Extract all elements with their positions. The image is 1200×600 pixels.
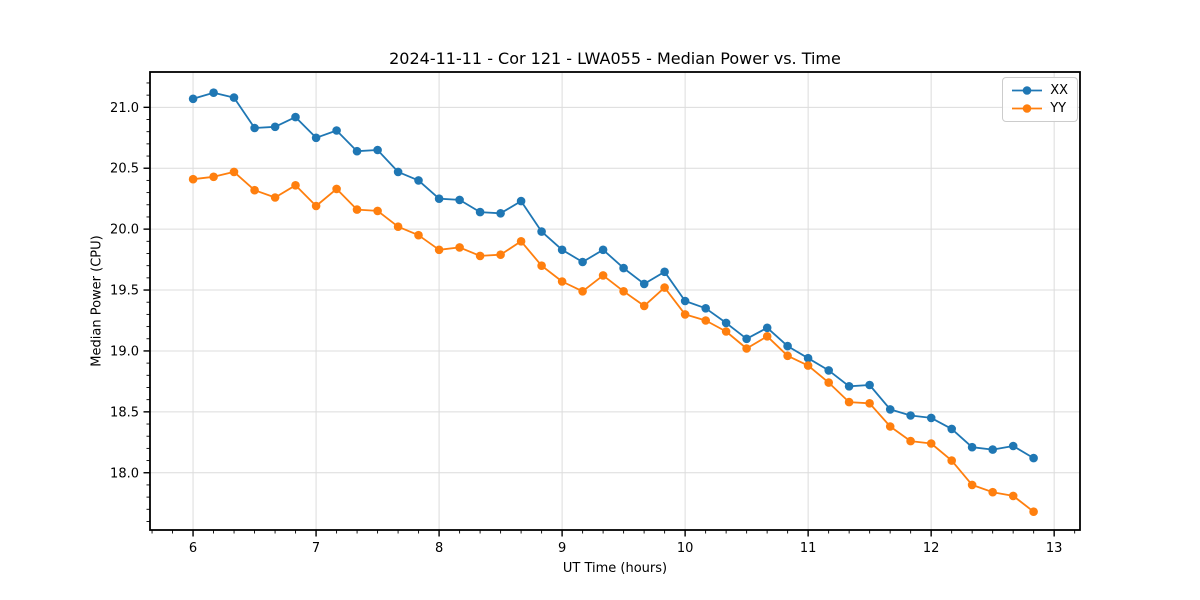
y-tick-label: 18.5	[110, 405, 139, 420]
axis-ticks	[143, 82, 1076, 537]
legend-label: XX	[1050, 83, 1068, 98]
x-tick-label: 9	[558, 541, 566, 556]
y-tick-label: 20.0	[110, 223, 139, 238]
x-tick-label: 10	[677, 541, 694, 556]
x-tick-label: 8	[435, 541, 443, 556]
x-axis-label: UT Time (hours)	[562, 561, 668, 576]
legend-entry-XX: XX	[1011, 83, 1068, 98]
legend-swatch-YY	[1012, 104, 1043, 113]
y-tick-label: 19.0	[110, 344, 139, 359]
x-tick-label: 11	[800, 541, 817, 556]
series-markers-YY	[188, 167, 1038, 516]
y-tick-label: 21.0	[110, 101, 139, 116]
x-tick-label: 12	[923, 541, 940, 556]
series-markers-XX	[188, 88, 1038, 463]
x-tick-label: 6	[189, 541, 197, 556]
legend-swatch-XX	[1012, 86, 1043, 95]
legend: XX YY	[1002, 77, 1078, 122]
y-tick-label: 20.5	[110, 162, 139, 177]
y-tick-label: 18.0	[110, 466, 139, 481]
series-line-YY	[192, 171, 1035, 513]
legend-entry-YY: YY	[1011, 101, 1068, 116]
series-line-XX	[192, 91, 1035, 459]
plot-grid	[150, 72, 1080, 530]
legend-label: YY	[1050, 101, 1067, 116]
y-tick-label: 19.5	[110, 284, 139, 299]
x-tick-label: 7	[312, 541, 320, 556]
plot-border	[149, 71, 1081, 531]
chart-title: 2024-11-11 - Cor 121 - LWA055 - Median P…	[389, 49, 841, 68]
x-tick-label: 13	[1046, 541, 1063, 556]
